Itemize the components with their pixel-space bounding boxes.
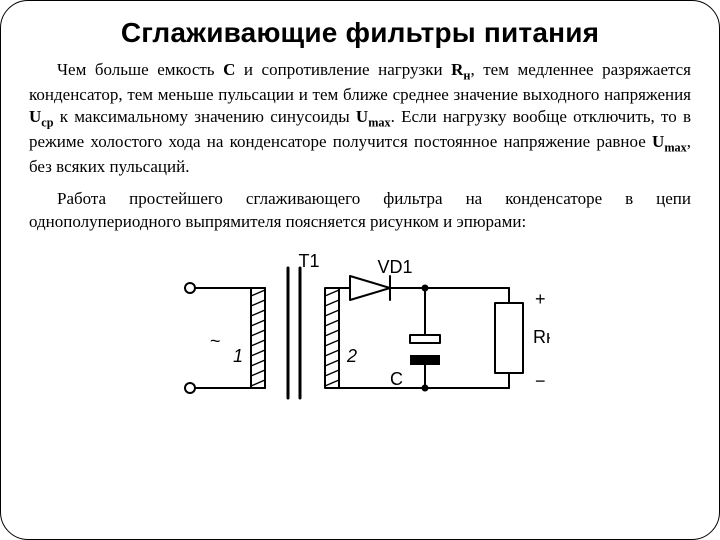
paragraph-2: Работа простейшего сглаживающего фильтра… — [29, 188, 691, 233]
symbol-Ucp: U — [29, 107, 41, 126]
symbol-Umax2-sub: max — [664, 140, 686, 154]
symbol-Umax1: U — [356, 107, 368, 126]
svg-text:1: 1 — [233, 346, 243, 366]
slide-frame: Сглаживающие фильтры питания Чем больше … — [0, 0, 720, 540]
svg-text:C: C — [390, 369, 403, 389]
slide-title: Сглаживающие фильтры питания — [29, 17, 691, 49]
text: Чем больше емкость — [57, 60, 223, 79]
svg-text:2: 2 — [346, 346, 357, 366]
symbol-Umax1-sub: max — [368, 116, 390, 130]
symbol-C: С — [223, 60, 235, 79]
svg-text:T1: T1 — [298, 251, 319, 271]
paragraph-1: Чем больше емкость С и сопротивление наг… — [29, 59, 691, 178]
svg-text:Rн: Rн — [533, 327, 550, 347]
svg-text:VD1: VD1 — [377, 257, 412, 277]
symbol-R: R — [451, 60, 463, 79]
svg-text:+: + — [535, 289, 546, 309]
text: и сопротивление нагрузки — [235, 60, 451, 79]
text: к максимальному значению синусоиды — [54, 107, 356, 126]
figure-wrap: T1 VD1 C Rн + − ~1 2 — [29, 243, 691, 418]
symbol-Ucp-sub: ср — [41, 116, 53, 130]
symbol-Umax2: U — [652, 132, 664, 151]
svg-text:~: ~ — [210, 331, 221, 351]
svg-text:−: − — [535, 371, 546, 391]
circuit-diagram: T1 VD1 C Rн + − ~1 2 — [170, 243, 550, 418]
